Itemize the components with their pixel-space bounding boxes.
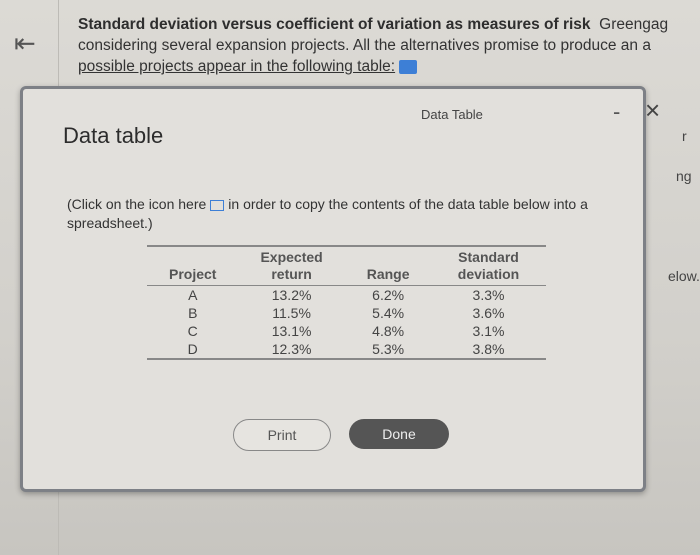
cell: 13.2% xyxy=(271,287,312,303)
table-row: A 13.2% 6.2% 3.3% xyxy=(147,286,546,305)
background-fragment: ng xyxy=(676,168,692,184)
cell: 6.2% xyxy=(372,287,405,303)
cell: 3.6% xyxy=(472,305,505,321)
table-row: D 12.3% 5.3% 3.8% xyxy=(147,340,546,360)
instruction-text: (Click on the icon here in order to copy … xyxy=(67,195,607,233)
question-line2: considering several expansion projects. … xyxy=(78,37,651,54)
header-project: Project xyxy=(147,245,239,286)
data-table-icon[interactable] xyxy=(399,59,418,74)
instruction-before: (Click on the icon here xyxy=(67,196,207,212)
header-standard-deviation: Standard deviation xyxy=(431,245,546,286)
question-line3: possible projects appear in the followin… xyxy=(78,58,396,75)
cell: D xyxy=(147,340,239,360)
data-table: Project Expected return Range Standard d… xyxy=(147,245,546,360)
cell: 5.4% xyxy=(372,305,405,321)
cell: 4.8% xyxy=(372,323,405,339)
cell: 12.3% xyxy=(238,340,345,360)
cell: 3.1% xyxy=(472,323,505,339)
question-line1: Greengag xyxy=(599,16,669,33)
cell: 13.1% xyxy=(271,323,312,339)
copy-spreadsheet-icon[interactable] xyxy=(210,199,225,211)
cell: 3.3% xyxy=(472,287,505,303)
cell: B xyxy=(188,305,198,321)
table-row: C 13.1% 4.8% 3.1% xyxy=(147,322,546,340)
header-range: Range xyxy=(344,245,432,286)
done-button[interactable]: Done xyxy=(349,419,449,449)
cell: A xyxy=(188,287,198,303)
cell: 3.8% xyxy=(431,340,546,360)
print-button[interactable]: Print xyxy=(233,419,331,451)
header-expected-return: Expected return xyxy=(238,245,345,286)
minimize-button[interactable]: - xyxy=(613,99,621,124)
dialog-title: Data table xyxy=(63,123,164,148)
cell: 5.3% xyxy=(344,340,432,360)
cell: 11.5% xyxy=(272,305,311,321)
background-fragment: r xyxy=(682,128,687,144)
close-button[interactable]: × xyxy=(645,95,661,125)
cell: C xyxy=(187,323,198,339)
data-table-dialog: Data Table - × Data table (Click on the … xyxy=(20,86,660,492)
instruction-after: in order to copy the contents of the dat… xyxy=(67,196,588,231)
collapse-left-arrow-icon[interactable]: ⇤ xyxy=(14,28,36,58)
table-row: B 11.5% 5.4% 3.6% xyxy=(147,304,546,322)
question-title: Standard deviation versus coefficient of… xyxy=(78,16,591,33)
dialog-tab-label: Data Table xyxy=(421,107,483,122)
background-fragment: elow. xyxy=(668,268,700,284)
question-text: Standard deviation versus coefficient of… xyxy=(78,14,668,77)
